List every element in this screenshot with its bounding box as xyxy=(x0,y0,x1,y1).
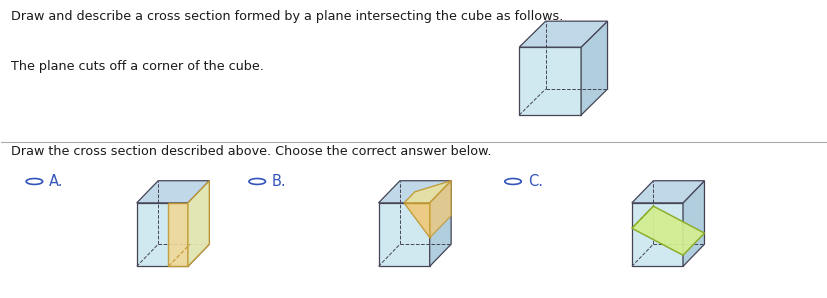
Text: The plane cuts off a corner of the cube.: The plane cuts off a corner of the cube. xyxy=(12,60,264,73)
Polygon shape xyxy=(168,203,188,266)
Polygon shape xyxy=(429,181,451,238)
Polygon shape xyxy=(519,47,581,115)
Polygon shape xyxy=(581,21,607,115)
Polygon shape xyxy=(378,203,429,266)
Text: Draw the cross section described above. Choose the correct answer below.: Draw the cross section described above. … xyxy=(12,145,491,158)
Polygon shape xyxy=(519,21,607,47)
Polygon shape xyxy=(136,181,209,203)
Text: A.: A. xyxy=(49,174,64,189)
Polygon shape xyxy=(188,181,209,266)
Polygon shape xyxy=(404,203,429,238)
Polygon shape xyxy=(631,206,704,255)
Polygon shape xyxy=(188,181,209,266)
Polygon shape xyxy=(631,181,704,203)
Polygon shape xyxy=(429,181,451,266)
Text: Draw and describe a cross section formed by a plane intersecting the cube as fol: Draw and describe a cross section formed… xyxy=(12,10,563,23)
Text: C.: C. xyxy=(528,174,543,189)
Polygon shape xyxy=(404,181,451,203)
Polygon shape xyxy=(378,181,451,203)
Polygon shape xyxy=(136,203,188,266)
Polygon shape xyxy=(631,203,682,266)
Polygon shape xyxy=(682,181,704,266)
Text: B.: B. xyxy=(272,174,286,189)
